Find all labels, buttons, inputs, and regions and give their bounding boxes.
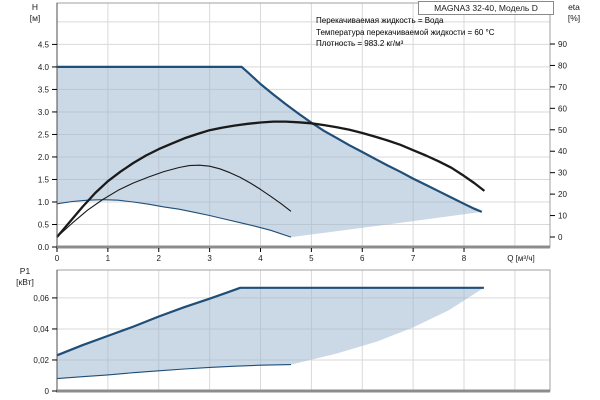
efficiency-axis-unit: [%] xyxy=(567,13,581,23)
power-axis-title: P1 [кВт] xyxy=(4,266,46,288)
operating-envelope-fill xyxy=(57,66,482,238)
min-speed-power-curve xyxy=(56,364,292,380)
right-tick-label: 80 xyxy=(558,61,567,70)
efficiency-curve-max-speed xyxy=(56,120,486,238)
x-tick-label: 5 xyxy=(309,254,314,263)
x-tick-label: 1 xyxy=(106,254,111,263)
right-tick-label: 90 xyxy=(558,40,567,49)
right-tick-label: 0 xyxy=(558,233,563,242)
pump-model-title: MAGNA3 32-40, Модель D xyxy=(418,1,554,15)
head-efficiency-chart: 0.00.51.01.52.02.53.03.54.04.50102030405… xyxy=(38,2,567,263)
efficiency-axis-title: eta [%] xyxy=(557,2,591,24)
condition-fluid: Перекачиваемая жидкость = Вода xyxy=(316,16,444,25)
max-speed-head-curve xyxy=(57,65,483,213)
head-axis-title: H [м] xyxy=(22,2,48,24)
head-axis-symbol: H xyxy=(31,2,39,12)
efficiency-curve-duty xyxy=(56,164,292,238)
right-tick-label: 40 xyxy=(558,147,567,156)
power-chart: 0 0,02 0,04 0,06 xyxy=(33,269,551,396)
left-tick-label: 0,04 xyxy=(33,325,49,334)
condition-temperature: Температура перекачиваемой жидкости = 60… xyxy=(316,27,495,37)
condition-density: Плотность = 983.2 кг/м³ xyxy=(316,39,404,48)
left-tick-label: 0.5 xyxy=(38,220,50,229)
power-envelope-fill xyxy=(57,287,484,379)
left-tick-label: 1.0 xyxy=(38,198,50,207)
x-tick-label: 2 xyxy=(157,254,162,263)
x-tick-label: 7 xyxy=(411,254,416,263)
left-tick-label: 2.0 xyxy=(38,153,50,162)
power-axis-symbol: P1 xyxy=(19,266,31,276)
left-tick-label: 0,02 xyxy=(33,356,49,365)
x-tick-label: 6 xyxy=(360,254,365,263)
left-tick-label: 1.5 xyxy=(38,175,50,184)
right-tick-label: 60 xyxy=(558,104,567,113)
right-tick-label: 20 xyxy=(558,190,567,199)
right-tick-label: 10 xyxy=(558,212,567,221)
x-tick-label: 4 xyxy=(258,254,263,263)
min-speed-head-curve xyxy=(56,199,292,238)
x-tick-label: 0 xyxy=(55,254,60,263)
left-tick-label: 3.0 xyxy=(38,108,50,117)
head-axis-unit: [м] xyxy=(29,13,41,23)
x-tick-label: 8 xyxy=(462,254,467,263)
left-tick-label: 0 xyxy=(45,387,50,396)
operating-conditions: Перекачиваемая жидкость = Вода Температу… xyxy=(316,15,495,50)
left-tick-label: 0.0 xyxy=(38,243,50,252)
left-tick-label: 4.0 xyxy=(38,63,50,72)
left-tick-label: 3.5 xyxy=(38,85,50,94)
left-tick-label: 4.5 xyxy=(38,40,50,49)
right-tick-label: 30 xyxy=(558,169,567,178)
left-tick-label: 2.5 xyxy=(38,130,50,139)
left-tick-label: 0,06 xyxy=(33,294,49,303)
right-tick-label: 50 xyxy=(558,126,567,135)
efficiency-axis-symbol: eta xyxy=(568,2,580,12)
power-axis-unit: [кВт] xyxy=(16,277,34,287)
x-axis-unit-label: Q [м³/ч] xyxy=(507,254,534,263)
max-speed-power-curve xyxy=(56,286,484,357)
x-tick-label: 3 xyxy=(207,254,212,263)
right-tick-label: 70 xyxy=(558,83,567,92)
